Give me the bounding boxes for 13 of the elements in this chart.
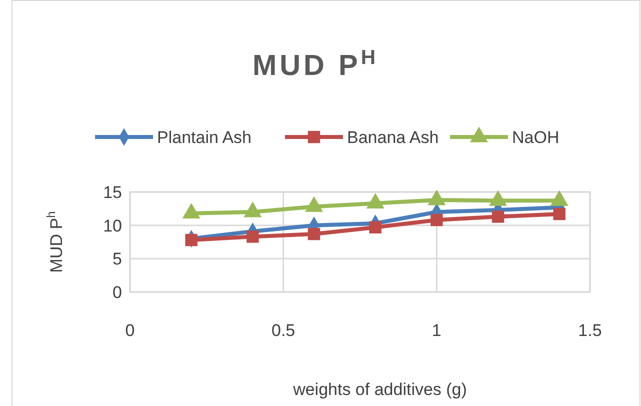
y-tick-label: 15 bbox=[103, 183, 122, 202]
y-tick-label: 0 bbox=[112, 283, 122, 302]
y-tick-label: 5 bbox=[112, 250, 122, 269]
x-tick-label: 0 bbox=[125, 321, 135, 340]
legend-label: NaOH bbox=[512, 128, 560, 147]
x-axis-title: weights of additives (g) bbox=[292, 380, 467, 399]
legend-label: Plantain Ash bbox=[157, 128, 252, 147]
x-tick-label: 1.5 bbox=[578, 321, 602, 340]
x-tick-label: 1 bbox=[432, 321, 442, 340]
y-tick-label: 10 bbox=[103, 216, 122, 236]
x-tick-label: 0.5 bbox=[272, 321, 296, 340]
chart-title: MUD P$^{H}$ bbox=[252, 47, 379, 82]
legend-label: Banana Ash bbox=[347, 128, 439, 147]
